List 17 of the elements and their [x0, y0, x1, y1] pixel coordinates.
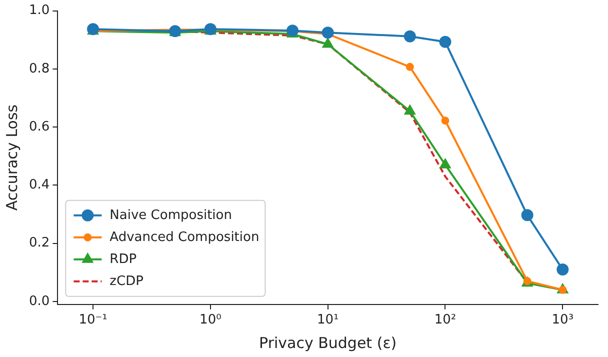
legend-label: Naive Composition	[110, 208, 232, 223]
y-tick-label: 0.0	[28, 294, 50, 309]
legend-label: RDP	[110, 252, 137, 267]
x-tick-label: 10³	[552, 312, 574, 328]
y-tick-label: 0.2	[28, 236, 50, 251]
legend-label: Advanced Composition	[110, 230, 260, 245]
x-tick-label: 10²	[434, 312, 456, 328]
x-tick-label: 10⁰	[200, 312, 222, 328]
x-axis-title: Privacy Budget (ε)	[259, 334, 397, 352]
x-tick-label: 10⁻¹	[78, 312, 108, 328]
legend-label: zCDP	[110, 274, 144, 289]
y-tick-label: 0.6	[28, 119, 50, 134]
y-tick-label: 1.0	[28, 3, 50, 18]
y-tick-label: 0.4	[28, 178, 50, 193]
y-tick-label: 0.8	[28, 61, 50, 76]
x-tick-label: 10¹	[316, 312, 339, 328]
y-axis-title: Accuracy Loss	[2, 104, 21, 211]
